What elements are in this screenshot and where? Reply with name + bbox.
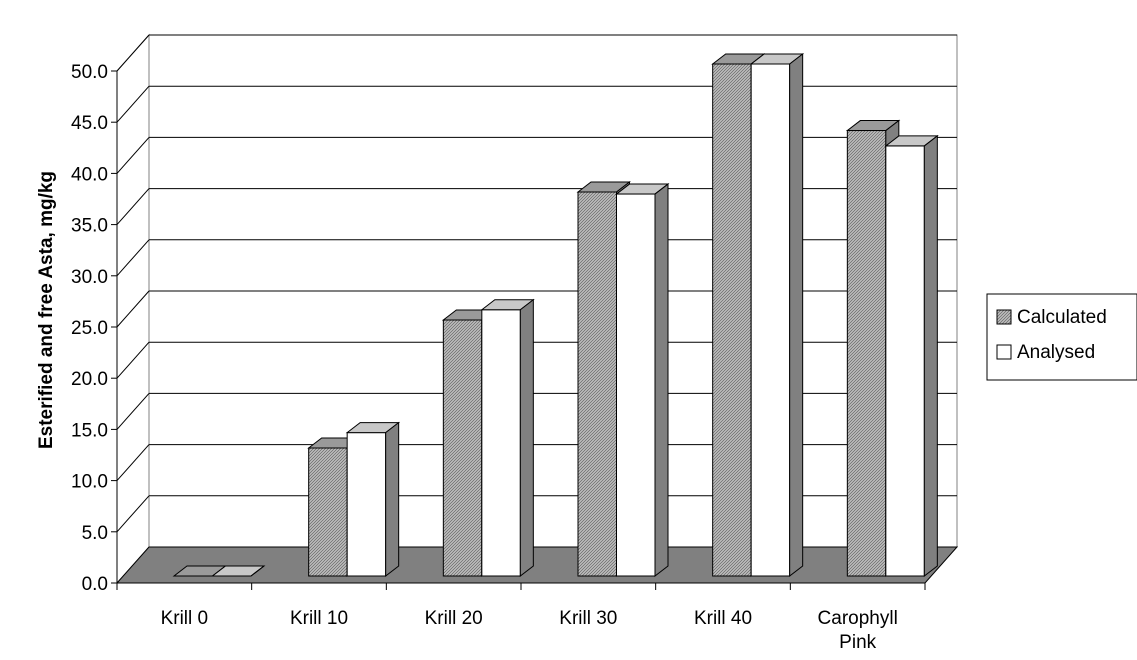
y-tick-label: 45.0 — [71, 113, 108, 134]
y-tick-label: 40.0 — [71, 164, 108, 185]
x-category-label: Krill 30 — [559, 608, 617, 629]
gridline-side — [116, 444, 150, 481]
bar-side — [250, 565, 265, 577]
legend-swatch — [996, 309, 1012, 325]
gridlines — [116, 34, 957, 533]
gridline-side — [116, 85, 150, 123]
gridline-side — [116, 137, 150, 174]
x-category-label: Krill 10 — [290, 608, 348, 629]
gridline-side — [116, 290, 150, 328]
chart-floor — [115, 546, 959, 584]
legend-swatch — [996, 344, 1012, 360]
bar-side — [385, 421, 400, 578]
chart-walls — [116, 33, 958, 585]
bar-analysed — [480, 298, 535, 578]
gridline-side — [116, 239, 150, 277]
axes — [111, 70, 926, 590]
gridline-side — [116, 341, 150, 379]
y-axis-title-group: Esterified and free Asta, mg/kg — [36, 171, 57, 449]
bar-front — [308, 447, 348, 577]
bar-side — [923, 134, 938, 578]
x-category-label: Carophyll — [818, 608, 898, 629]
y-tick-label: 30.0 — [71, 267, 108, 288]
gridline-side — [116, 34, 150, 72]
bar-front — [846, 130, 887, 577]
bar-front — [750, 63, 791, 577]
bars — [172, 52, 939, 578]
y-axis-title: Esterified and free Asta, mg/kg — [36, 171, 57, 449]
x-category-label: Krill 40 — [694, 608, 752, 629]
x-category-labels: Krill 0 Krill 10 Krill 20 Krill 30 Krill 40 C… — [161, 608, 898, 653]
bar-analysed — [345, 421, 401, 578]
y-tick-label: 10.0 — [71, 472, 108, 493]
x-category-label: Pink — [839, 632, 876, 653]
gridline-side — [116, 393, 150, 430]
gridline-side — [116, 188, 150, 225]
y-tick-label: 0.0 — [82, 574, 108, 595]
bar-analysed — [615, 183, 670, 578]
bar-side — [654, 183, 669, 578]
bar-front — [346, 432, 387, 577]
x-category-label: Krill 20 — [425, 608, 483, 629]
bar-side — [789, 52, 804, 578]
y-tick-label: 5.0 — [82, 523, 108, 544]
floor — [115, 546, 959, 584]
bar-front — [712, 63, 752, 577]
bar-front — [577, 191, 617, 577]
y-tick-label: 35.0 — [71, 216, 108, 237]
bar-front — [481, 309, 521, 577]
y-tick-labels: 0.0 5.0 10.0 15.0 20.0 25.0 30.0 35.0 40.0 45.0 50… — [71, 62, 108, 595]
legend-label: Analysed — [1017, 342, 1095, 363]
bar-analysed — [749, 52, 805, 578]
gridline-side — [116, 495, 150, 533]
bar-front — [442, 319, 483, 577]
legend: Calculated Analysed — [986, 293, 1137, 381]
legend-box — [986, 293, 1137, 381]
y-tick-label: 15.0 — [71, 420, 108, 441]
bar-side — [519, 298, 534, 578]
bar-front — [885, 145, 925, 577]
legend-label: Calculated — [1017, 307, 1107, 328]
bar-analysed — [884, 134, 939, 578]
bar-analysed — [211, 565, 266, 577]
y-tick-label: 25.0 — [71, 318, 108, 339]
x-category-label: Krill 0 — [161, 608, 209, 629]
y-tick-label: 50.0 — [71, 62, 108, 83]
bar-front — [616, 193, 656, 577]
y-tick-label: 20.0 — [71, 369, 108, 390]
